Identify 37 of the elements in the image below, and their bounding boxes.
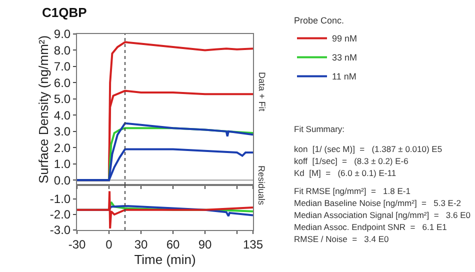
text: Data + Fit <box>257 72 267 112</box>
legend-label: 99 nM <box>332 34 358 44</box>
y-tick-label: -3.0 <box>50 223 71 238</box>
x-tick-label: -30 <box>68 237 86 252</box>
x-tick-label: 30 <box>134 237 148 252</box>
y-axis-title: Surface Density (ng/mm²) <box>36 35 51 184</box>
y-tick-label: 5.0 <box>54 92 71 106</box>
legend-label: 33 nM <box>332 52 358 63</box>
text: RMSE / Noise = 3.4 E0 <box>294 234 389 244</box>
y-tick-label: -2.0 <box>50 208 71 222</box>
text: Median Association Signal [ng/mm²] = 3.6 E0 <box>294 210 471 220</box>
text: Residuals <box>256 166 266 206</box>
text: Fit Summary: <box>294 124 345 134</box>
text: Fit RMSE [ng/mm²] = 1.8 E-1 <box>294 186 411 196</box>
chart-title: C1QBP <box>42 5 88 20</box>
text: Median Baseline Noise [ng/mm²] = 5.3 E-2 <box>294 198 462 208</box>
y-tick-label: 4.0 <box>54 108 71 122</box>
y-tick-label: 8.0 <box>54 43 71 58</box>
x-tick-label: 0 <box>106 237 113 252</box>
text: Kd [M] = (6.0 ± 0.1) E-11 <box>294 168 396 178</box>
y-tick-label: 2.0 <box>54 140 71 155</box>
y-tick-label: 6.0 <box>54 76 71 90</box>
text: kon [1/ (sec M)] = (1.387 ± 0.010) E5 <box>294 144 442 154</box>
x-tick-label: 90 <box>198 237 212 252</box>
y-tick-label: 0.0 <box>54 173 71 188</box>
y-tick-label: 3.0 <box>54 124 71 139</box>
x-axis-title: Time (min) <box>134 252 196 267</box>
y-tick-label: -1.0 <box>50 192 71 206</box>
y-tick-label: 9.0 <box>54 27 71 42</box>
legend-title: Probe Conc. <box>294 16 344 26</box>
text: Median Assoc. Endpoint SNR = 6.1 E1 <box>294 222 448 232</box>
legend-label: 11 nM <box>332 72 356 82</box>
x-tick-label: 135 <box>242 237 264 252</box>
x-tick-label: 60 <box>166 237 180 252</box>
text: koff [1/sec] = (8.3 ± 0.2) E-6 <box>294 156 409 166</box>
y-tick-label: 7.0 <box>54 60 71 74</box>
y-tick-label: 1.0 <box>54 157 71 172</box>
